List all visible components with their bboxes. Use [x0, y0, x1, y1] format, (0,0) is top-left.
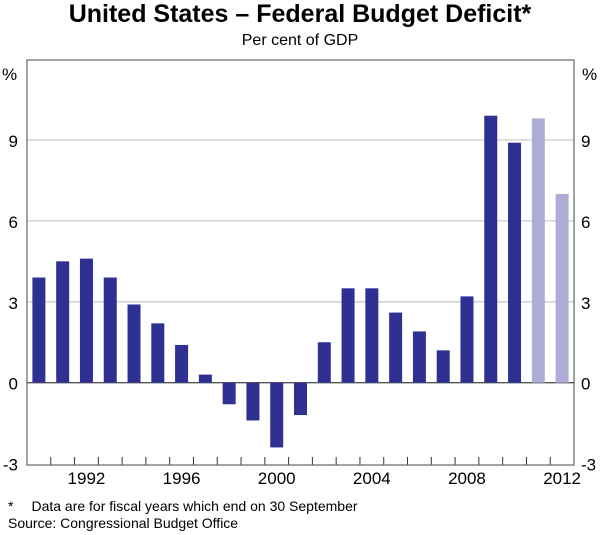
- y-tick-label-left: 9: [9, 132, 18, 151]
- bar-2009: [484, 115, 498, 383]
- y-tick-label-right: 0: [581, 375, 590, 394]
- bar-1994: [127, 304, 141, 383]
- footnote-text: Data are for fiscal years which end on 3…: [31, 498, 358, 514]
- y-unit-left: %: [2, 65, 17, 84]
- chart-title: United States – Federal Budget Deficit*: [68, 0, 532, 28]
- bar-1996: [175, 344, 189, 383]
- bar-2011: [531, 118, 545, 383]
- y-tick-label-right: -3: [581, 456, 596, 475]
- source: Source: Congressional Budget Office: [8, 515, 239, 531]
- plot-frame: [26, 59, 575, 466]
- bar-1991: [56, 261, 70, 383]
- x-tick-label: 2004: [353, 469, 391, 488]
- bar-1990: [32, 277, 46, 383]
- bar-2002: [317, 342, 331, 383]
- bar-2007: [436, 350, 450, 383]
- bar-2005: [389, 312, 403, 383]
- y-tick-label-left: 6: [9, 213, 18, 232]
- footnote: * Data are for fiscal years which end on …: [8, 498, 358, 514]
- bar-2003: [341, 288, 355, 383]
- bar-1997: [198, 374, 212, 383]
- bar-1998: [222, 382, 236, 405]
- y-tick-label-right: 3: [581, 294, 590, 313]
- x-tick-label: 2008: [448, 469, 486, 488]
- bar-2000: [270, 382, 284, 448]
- x-tick-label: 2012: [543, 469, 581, 488]
- y-unit-right: %: [582, 65, 597, 84]
- bar-1995: [151, 323, 165, 383]
- bar-2008: [460, 296, 474, 383]
- y-tick-label-left: 0: [9, 375, 18, 394]
- footnote-marker: *: [8, 498, 14, 514]
- y-tick-label-right: 9: [581, 132, 590, 151]
- bar-2012: [555, 193, 569, 383]
- x-tick-label: 1996: [163, 469, 201, 488]
- x-tick-label: 2000: [258, 469, 296, 488]
- bar-2006: [412, 331, 426, 383]
- bar-1993: [103, 277, 117, 383]
- bar-2010: [508, 142, 522, 383]
- y-tick-label-left: -3: [3, 456, 18, 475]
- bar-2001: [294, 382, 307, 416]
- x-tick-label: 1992: [68, 469, 106, 488]
- bar-1999: [246, 382, 260, 421]
- bar-1992: [79, 258, 93, 383]
- y-tick-label-left: 3: [9, 294, 18, 313]
- bar-2004: [365, 288, 379, 383]
- chart-subtitle: Per cent of GDP: [241, 32, 359, 49]
- y-tick-label-right: 6: [581, 213, 590, 232]
